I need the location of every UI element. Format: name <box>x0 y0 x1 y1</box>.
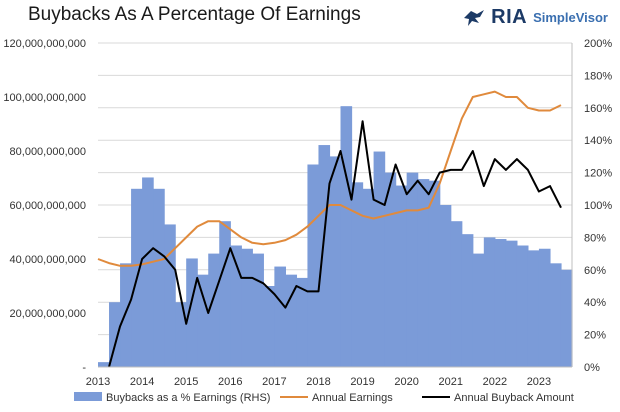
y-left-tick-label: 20,000,000,000 <box>10 308 86 320</box>
y-left-tick-label: - <box>82 362 86 374</box>
x-tick-label: 2016 <box>218 376 242 388</box>
axes: 0%20%40%60%80%100%120%140%160%180%200%-2… <box>3 38 612 388</box>
bar <box>483 237 496 367</box>
legend-label: Annual Buyback Amount <box>454 392 574 404</box>
y-right-tick-label: 60% <box>584 265 606 277</box>
bar <box>538 248 551 367</box>
bar <box>296 277 309 367</box>
bar <box>98 362 110 367</box>
bar <box>527 250 540 367</box>
bar <box>472 253 485 367</box>
y-left-tick-label: 80,000,000,000 <box>10 146 86 158</box>
bar <box>307 164 320 367</box>
bar <box>351 182 364 367</box>
y-right-tick-label: 140% <box>584 135 612 147</box>
y-right-tick-label: 160% <box>584 103 612 115</box>
bar <box>120 263 132 367</box>
y-right-tick-label: 120% <box>584 168 612 180</box>
x-tick-label: 2019 <box>350 376 374 388</box>
bar-series <box>98 106 573 368</box>
legend-swatch <box>74 392 102 401</box>
bar <box>516 245 529 367</box>
bar <box>252 253 264 367</box>
legend: Buybacks as a % Earnings (RHS) Annual Ear… <box>74 392 574 404</box>
brand-subtitle: SimpleVisor <box>533 10 608 25</box>
bar <box>241 248 253 367</box>
bar <box>494 239 507 367</box>
bar <box>439 205 452 367</box>
bar <box>285 274 298 367</box>
y-left-tick-label: 60,000,000,000 <box>10 200 86 212</box>
bar <box>395 185 408 367</box>
bar <box>329 156 342 367</box>
y-right-tick-label: 200% <box>584 38 612 50</box>
bar <box>428 180 441 367</box>
bar <box>263 286 275 367</box>
y-right-tick-label: 80% <box>584 232 606 244</box>
y-right-tick-label: 0% <box>584 362 600 374</box>
bar <box>318 145 331 367</box>
bar <box>384 172 397 367</box>
bar <box>340 106 353 368</box>
bar <box>175 302 187 367</box>
bar <box>406 172 419 367</box>
y-right-tick-label: 180% <box>584 70 612 82</box>
chart-title: Buybacks As A Percentage Of Earnings <box>28 4 361 25</box>
bar <box>560 269 573 367</box>
bar <box>208 253 220 367</box>
bar <box>164 224 176 367</box>
bar <box>197 274 209 367</box>
bar <box>142 177 154 367</box>
y-right-tick-label: 100% <box>584 200 612 212</box>
bar <box>219 221 231 367</box>
bar <box>362 188 375 367</box>
bar <box>186 258 198 367</box>
bar <box>417 179 430 367</box>
line-series <box>97 90 562 368</box>
eagle-icon <box>464 9 485 26</box>
bar <box>274 266 286 367</box>
legend-label: Annual Earnings <box>312 392 393 404</box>
x-tick-label: 2021 <box>439 376 463 388</box>
bar <box>230 245 242 367</box>
x-tick-label: 2017 <box>262 376 286 388</box>
y-right-tick-label: 40% <box>584 297 606 309</box>
brand-name: RIA <box>491 6 528 28</box>
y-left-tick-label: 40,000,000,000 <box>10 254 86 266</box>
x-tick-label: 2022 <box>483 376 507 388</box>
x-tick-label: 2023 <box>527 376 551 388</box>
y-left-tick-label: 100,000,000,000 <box>3 92 86 104</box>
brand-logo: RIA SimpleVisor <box>463 6 608 29</box>
earnings-line <box>97 90 562 267</box>
x-tick-label: 2013 <box>86 376 110 388</box>
bar <box>461 234 474 367</box>
legend-label: Buybacks as a % Earnings (RHS) <box>106 392 270 404</box>
bar <box>153 188 165 367</box>
x-tick-label: 2020 <box>394 376 418 388</box>
bar <box>505 240 518 367</box>
x-tick-label: 2014 <box>130 376 154 388</box>
y-right-tick-label: 20% <box>584 330 606 342</box>
buyback-amount-line <box>108 120 562 368</box>
bar <box>373 151 386 367</box>
bar <box>450 221 463 367</box>
y-left-tick-label: 120,000,000,000 <box>3 38 86 50</box>
bar <box>549 263 562 367</box>
bar <box>109 302 121 367</box>
x-tick-label: 2018 <box>306 376 330 388</box>
x-tick-label: 2015 <box>174 376 198 388</box>
